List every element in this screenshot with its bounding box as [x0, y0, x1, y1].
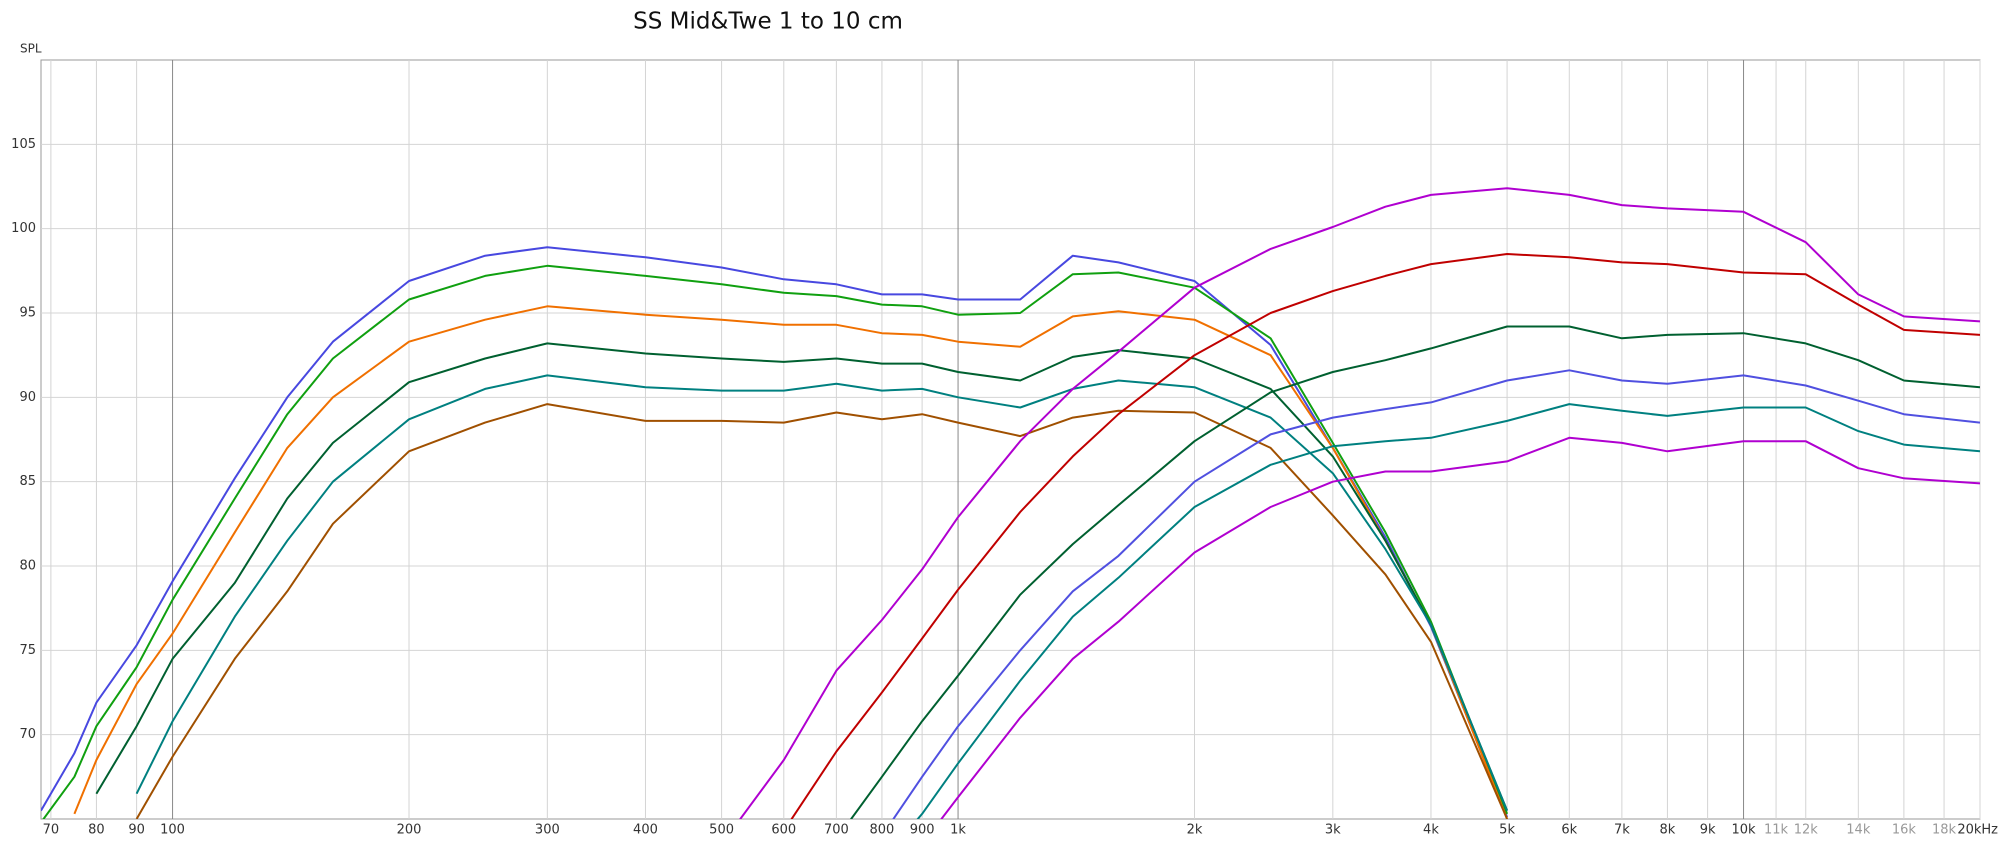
series-line: [916, 403, 1980, 819]
x-tick-label: 16k: [1892, 823, 1917, 838]
x-tick-label: 700: [824, 823, 849, 838]
x-tick-label: 80: [88, 823, 105, 838]
x-tick-label: 7k: [1614, 823, 1630, 838]
x-tick-label: 300: [535, 823, 560, 838]
x-tick-label: 8k: [1660, 823, 1676, 838]
series-line: [73, 305, 1509, 819]
y-tick-label: 105: [11, 137, 36, 152]
x-tick-label: 11k: [1764, 823, 1789, 838]
lines: [41, 187, 1980, 819]
x-tick-label: 12k: [1794, 823, 1819, 838]
x-tick-label: 2k: [1187, 823, 1203, 838]
y-tick-label: 80: [19, 559, 36, 574]
x-tick-label: 14k: [1846, 823, 1871, 838]
y-tick-label: 90: [19, 390, 36, 405]
series-line: [892, 369, 1980, 819]
y-axis-label: SPL: [20, 42, 42, 56]
x-tick-label: 9k: [1700, 823, 1716, 838]
chart-title: SS Mid&Twe 1 to 10 cm: [633, 9, 903, 35]
y-tick-label: 70: [19, 727, 36, 742]
x-tick-label: 70: [43, 823, 60, 838]
x-tick-label: 900: [910, 823, 935, 838]
x-tick-label: 5k: [1499, 823, 1515, 838]
x-tick-label: 4k: [1423, 823, 1439, 838]
series-line: [940, 436, 1980, 819]
y-tick-label: 100: [11, 221, 36, 236]
x-tick-label: 600: [771, 823, 796, 838]
series-line: [42, 264, 1509, 819]
x-tick-label: 90: [128, 823, 145, 838]
series-line: [135, 403, 1509, 819]
x-tick-label: 1k: [950, 823, 966, 838]
series-line: [135, 374, 1509, 811]
x-tick-label: 18k: [1932, 823, 1957, 838]
x-tick-label: 500: [709, 823, 734, 838]
x-tick-label: 20kHz: [1957, 823, 1998, 838]
y-tick-label: 85: [19, 474, 36, 489]
series-line: [790, 253, 1980, 819]
series-line: [849, 325, 1980, 819]
x-tick-label: 10k: [1732, 823, 1757, 838]
series-line: [95, 342, 1509, 811]
x-tick-label: 200: [397, 823, 422, 838]
plot-frame: [40, 59, 1981, 820]
y-tick-label: 95: [19, 306, 36, 321]
x-tick-label: 400: [633, 823, 658, 838]
series-line: [41, 246, 1509, 818]
x-tick-label: 3k: [1325, 823, 1341, 838]
x-tick-label: 800: [870, 823, 895, 838]
y-tick-label: 75: [19, 643, 36, 658]
series-line: [739, 187, 1980, 819]
grid: [41, 60, 1981, 819]
x-tick-label: 100: [160, 823, 185, 838]
x-tick-label: 6k: [1561, 823, 1577, 838]
